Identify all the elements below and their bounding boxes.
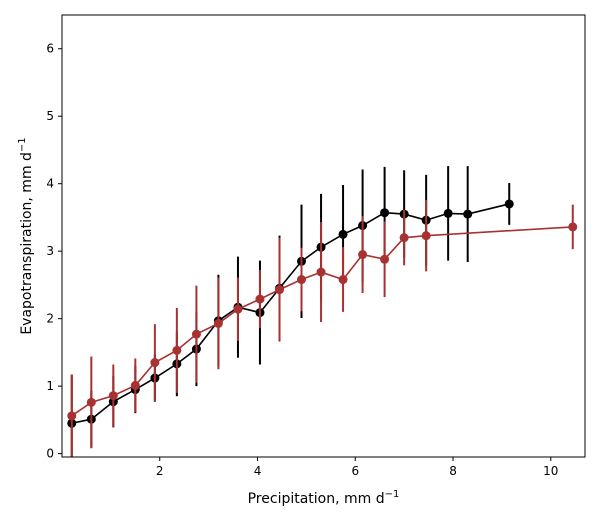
x-axis-label-text: Precipitation, mm d [248, 491, 385, 507]
plot-frame [61, 14, 586, 458]
axis-ticks: 2 4 6 8 10 0 1 2 3 4 5 6 [46, 42, 558, 478]
y-tick-label: 0 [46, 447, 54, 461]
data-point [108, 391, 118, 401]
x-axis-label-exponent: −1 [385, 489, 400, 500]
x-tick-label: 2 [156, 464, 164, 478]
y-axis-label: Evapotranspiration, mm d−1 [17, 137, 35, 334]
data-point [504, 199, 514, 209]
series-line [71, 226, 573, 417]
data-point [86, 397, 96, 407]
y-tick-label: 4 [46, 177, 54, 191]
data-point [275, 285, 285, 295]
series-2 [67, 199, 578, 457]
data-point [338, 275, 348, 285]
data-point [568, 222, 578, 232]
data-point [255, 294, 265, 304]
data-point [443, 208, 453, 218]
data-point [421, 231, 431, 241]
y-tick-label: 2 [46, 312, 54, 326]
data-point [380, 254, 390, 264]
y-axis-label-exponent: −1 [17, 137, 28, 152]
y-tick-label: 6 [46, 42, 54, 56]
y-tick-label: 5 [46, 109, 54, 123]
data-point [67, 411, 77, 421]
series-1 [67, 166, 514, 457]
y-tick-label: 1 [46, 379, 54, 393]
data-point [399, 233, 409, 243]
data-point [297, 275, 307, 285]
x-tick-label: 6 [351, 464, 359, 478]
y-axis-label-text: Evapotranspiration, mm d [19, 152, 35, 335]
data-point [380, 208, 390, 218]
x-tick-label: 4 [254, 464, 262, 478]
data-point [213, 318, 223, 328]
data-point [130, 380, 140, 390]
data-point [463, 209, 473, 219]
data-point [191, 329, 201, 339]
data-point [358, 250, 368, 260]
data-point [316, 267, 326, 277]
plot-area [67, 166, 578, 457]
y-tick-label: 3 [46, 244, 54, 258]
data-point [172, 345, 182, 355]
data-point [150, 358, 160, 368]
x-axis-label: Precipitation, mm d−1 [248, 489, 400, 507]
x-tick-label: 8 [449, 464, 457, 478]
data-point [338, 229, 348, 239]
x-tick-label: 10 [543, 464, 558, 478]
data-point [233, 304, 243, 314]
